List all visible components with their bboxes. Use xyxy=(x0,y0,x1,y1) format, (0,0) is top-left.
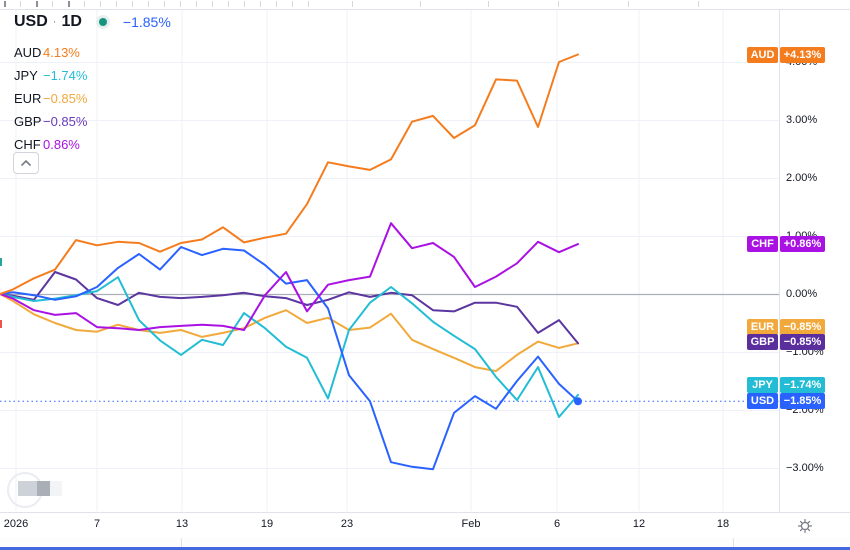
price-tick-label: 2.00% xyxy=(786,171,817,185)
toolbar-tick xyxy=(244,1,245,7)
legend: USD · 1D −1.85% AUD4.13%JPY−1.74%EUR−0.8… xyxy=(14,12,171,156)
price-tick-label: 0.00% xyxy=(786,287,817,301)
time-label: 13 xyxy=(160,518,204,530)
toolbar-tick xyxy=(20,1,21,7)
legend-item-JPY[interactable]: JPY−1.74% xyxy=(14,64,171,87)
data-status-dot-icon xyxy=(96,15,110,29)
legend-item-value: −0.85% xyxy=(43,114,87,129)
legend-item-AUD[interactable]: AUD4.13% xyxy=(14,41,171,64)
series-line-CHF[interactable] xyxy=(0,223,578,330)
toolbar-tick xyxy=(260,1,261,7)
gear-tooth xyxy=(800,529,801,530)
time-label: 12 xyxy=(617,518,661,530)
left-edge-tick xyxy=(0,320,2,328)
legend-item-symbol: EUR xyxy=(14,91,43,106)
series-line-USD[interactable] xyxy=(0,247,578,469)
legend-item-value: −1.74% xyxy=(43,68,87,83)
gear-tooth xyxy=(808,529,809,530)
price-tick-label: 3.00% xyxy=(786,113,817,127)
time-scale[interactable]: 2026 7 13 19 23 Feb 6 12 18 xyxy=(0,512,850,539)
toolbar-tick xyxy=(68,1,70,7)
legend-item-symbol: AUD xyxy=(14,45,43,60)
symbol-label: USD xyxy=(14,13,48,31)
price-tick-label: −2.00% xyxy=(786,403,824,417)
toolbar-tick xyxy=(180,1,181,7)
price-tick-label: −3.00% xyxy=(786,461,824,475)
legend-item-value: −0.85% xyxy=(43,91,87,106)
gear-icon xyxy=(797,518,813,534)
toolbar-tick xyxy=(148,1,149,7)
toolbar-tick xyxy=(196,1,197,7)
toolbar-tick xyxy=(132,1,133,7)
time-label: 6 xyxy=(535,518,579,530)
toolbar-tick xyxy=(84,1,85,7)
top-toolbar-remnant xyxy=(0,0,850,10)
toolbar-tick xyxy=(212,1,213,7)
time-label: 2026 xyxy=(0,518,38,530)
time-label: Feb xyxy=(449,518,493,530)
toolbar-tick xyxy=(488,1,489,7)
time-label: 19 xyxy=(245,518,289,530)
toolbar-tick xyxy=(308,1,309,7)
legend-item-symbol: CHF xyxy=(14,137,43,152)
toolbar-tick xyxy=(276,1,277,7)
legend-item-symbol: JPY xyxy=(14,68,43,83)
left-edge-tick xyxy=(0,258,2,266)
toolbar-tick xyxy=(36,1,38,7)
status-dot xyxy=(99,18,107,26)
toolbar-tick xyxy=(420,1,421,7)
time-label: 7 xyxy=(75,518,119,530)
toolbar-tick xyxy=(628,1,629,7)
tradingview-compare-chart: USD · 1D −1.85% AUD4.13%JPY−1.74%EUR−0.8… xyxy=(0,0,850,550)
usd-last-point-dot xyxy=(574,397,582,405)
toolbar-tick xyxy=(4,1,6,7)
legend-item-GBP[interactable]: GBP−0.85% xyxy=(14,110,171,133)
gear-tooth xyxy=(808,521,809,522)
toolbar-tick xyxy=(52,1,53,7)
toolbar-tick xyxy=(164,1,165,7)
chevron-up-icon xyxy=(20,158,32,168)
legend-compare-list: AUD4.13%JPY−1.74%EUR−0.85%GBP−0.85%CHF0.… xyxy=(14,41,171,156)
price-scale[interactable]: 5.00%4.00%3.00%2.00%1.00%0.00%−1.00%−2.0… xyxy=(779,9,850,512)
time-label: 23 xyxy=(325,518,369,530)
toolbar-tick xyxy=(100,1,101,7)
gear-tooth xyxy=(800,521,801,522)
toolbar-tick xyxy=(698,1,699,7)
toolbar-tick xyxy=(228,1,229,7)
toolbar-tick xyxy=(558,1,559,7)
time-label: 18 xyxy=(701,518,745,530)
legend-change-value: −1.85% xyxy=(123,14,171,30)
toolbar-tick xyxy=(116,1,117,7)
legend-item-symbol: GBP xyxy=(14,114,43,129)
chart-settings-button[interactable] xyxy=(795,516,815,536)
series-line-EUR[interactable] xyxy=(0,294,578,371)
price-tick-label: −1.00% xyxy=(786,345,824,359)
collapse-legend-button[interactable] xyxy=(13,152,39,174)
legend-item-EUR[interactable]: EUR−0.85% xyxy=(14,87,171,110)
legend-title-row[interactable]: USD · 1D −1.85% xyxy=(14,12,171,32)
price-tick-label: 4.00% xyxy=(786,55,817,69)
price-tick-label: 1.00% xyxy=(786,229,817,243)
toolbar-tick xyxy=(292,1,293,7)
legend-item-value: 4.13% xyxy=(43,45,80,60)
toolbar-tick xyxy=(352,1,353,7)
legend-item-value: 0.86% xyxy=(43,137,80,152)
separator-dot: · xyxy=(53,16,57,28)
interval-label: 1D xyxy=(61,13,81,31)
